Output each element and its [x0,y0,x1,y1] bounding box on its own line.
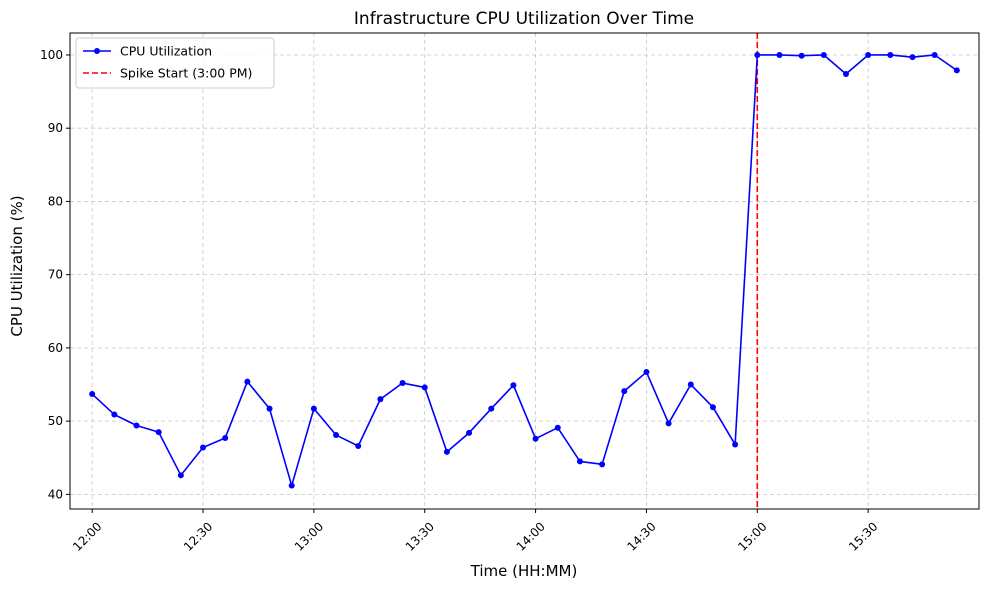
y-tick-label: 40 [48,487,63,501]
data-point [554,424,561,431]
data-point [488,405,495,412]
legend-label-cpu: CPU Utilization [120,44,212,59]
plot-frame [69,32,980,510]
data-point [931,51,938,58]
data-point [288,482,295,489]
data-point [953,67,960,74]
data-point [865,51,872,58]
data-point [111,411,118,418]
grid [70,33,979,509]
data-point [687,381,694,388]
data-point [643,369,650,376]
data-point [399,380,406,387]
y-tick-label: 80 [48,194,63,208]
data-point [310,405,317,412]
data-point [665,420,672,427]
data-point [89,391,96,398]
data-point [200,444,207,451]
data-point [466,429,473,436]
y-tick-label: 50 [48,414,63,428]
data-point [909,54,916,61]
y-tick-label: 70 [48,268,63,282]
x-axis-title: Time (HH:MM) [470,562,578,580]
data-point [377,396,384,403]
data-point [222,434,229,441]
data-point [244,378,251,385]
data-point [599,461,606,468]
data-point [421,384,428,391]
data-point [133,422,140,429]
data-point [776,51,783,58]
cpu-utilization-line [91,54,958,487]
y-tick-label: 60 [48,341,63,355]
data-point [820,51,827,58]
data-point [443,448,450,455]
y-axis-title: CPU Utilization (%) [8,195,26,336]
data-point [887,51,894,58]
legend-box [75,37,275,89]
data-point [621,388,628,395]
y-axis-ticks: 40 50 60 70 80 90 100 [40,48,70,501]
data-point [510,382,517,389]
data-point [798,52,805,59]
data-point [732,441,739,448]
legend: CPU Utilization Spike Start (3:00 PM) [75,37,275,89]
data-point [842,71,849,78]
data-point [576,458,583,465]
y-tick-label: 90 [48,121,63,135]
data-point [177,472,184,479]
legend-marker-cpu [94,48,100,54]
series-layer [89,51,960,489]
legend-label-spike: Spike Start (3:00 PM) [120,66,252,81]
y-tick-label: 100 [40,48,63,62]
data-point [155,429,162,436]
data-point [754,51,761,58]
data-point [333,432,340,439]
data-point [709,404,716,411]
data-point [355,443,362,450]
data-point [532,435,539,442]
chart-title: Infrastructure CPU Utilization Over Time [354,9,694,29]
data-point [266,405,273,412]
